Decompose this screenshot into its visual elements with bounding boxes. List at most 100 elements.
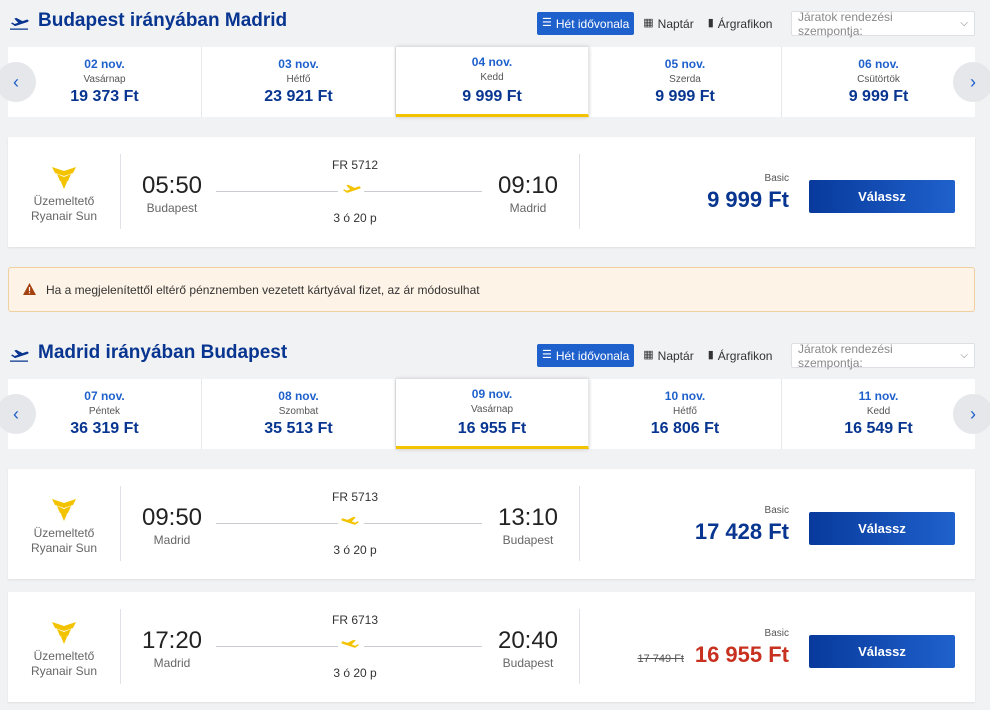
operator-label: Üzemeltető [33, 194, 95, 208]
plane-icon [341, 639, 359, 648]
flight-number: FR 5712 [331, 158, 379, 172]
date-option[interactable]: 05 nov. Szerda 9 999 Ft [589, 47, 782, 117]
route-line [364, 191, 482, 192]
flight-duration: 3 ó 20 p [333, 543, 377, 557]
plane-takeoff-icon [10, 349, 29, 362]
operator-label: Üzemeltető [33, 649, 95, 663]
arrival-time: 13:10 [497, 504, 559, 531]
calendar-button[interactable]: ▦ Naptár [643, 348, 694, 363]
chevron-right-icon: › [970, 71, 976, 92]
ryanair-logo-icon [52, 622, 76, 644]
inbound-header: Madrid irányában Budapest ☰ Hét idővonal… [0, 340, 990, 370]
prev-dates-button[interactable]: ‹ [0, 394, 36, 434]
bar-chart-icon: ▮ [707, 349, 714, 361]
route-line [364, 523, 482, 524]
warning-text: Ha a megjelenítettől eltérő pénznemben v… [46, 283, 480, 297]
price-chart-button[interactable]: ▮ Árgrafikon [707, 348, 773, 363]
departure-city: Budapest [146, 201, 198, 215]
arrival-time: 20:40 [497, 627, 559, 654]
list-icon: ☰ [542, 17, 552, 29]
route-line [364, 646, 482, 647]
operator-name: Ryanair Sun [30, 541, 98, 555]
date-option[interactable]: 02 nov. Vasárnap 19 373 Ft [8, 47, 202, 117]
currency-warning: Ha a megjelenítettől eltérő pénznemben v… [8, 267, 975, 312]
fare-type: Basic [764, 173, 789, 184]
route-line [216, 646, 338, 647]
sort-select[interactable]: Járatok rendezési szempontja: ⌵ [791, 341, 975, 370]
next-dates-button[interactable]: › [953, 62, 990, 102]
arrival-city: Madrid [509, 201, 547, 215]
date-option-selected[interactable]: 09 nov. Vasárnap 16 955 Ft [396, 379, 589, 449]
date-option[interactable]: 03 nov. Hétfő 23 921 Ft [202, 47, 396, 117]
inbound-date-strip: 07 nov. Péntek 36 319 Ft 08 nov. Szombat… [0, 379, 990, 449]
route-line [216, 523, 338, 524]
outbound-date-strip: 02 nov. Vasárnap 19 373 Ft 03 nov. Hétfő… [0, 47, 990, 117]
flight-number: FR 5713 [331, 490, 379, 504]
original-price: 17 749 Ft [637, 653, 684, 665]
chevron-down-icon: ⌵ [960, 350, 968, 361]
divider [579, 154, 580, 229]
sort-placeholder: Járatok rendezési szempontja: [798, 9, 893, 38]
departure-city: Madrid [153, 533, 191, 547]
divider [579, 609, 580, 684]
date-option[interactable]: 06 nov. Csütörtök 9 999 Ft [848, 57, 909, 105]
view-switcher: ☰ Hét idővonala ▦ Naptár ▮ Árgrafikon [537, 344, 777, 367]
flight-duration: 3 ó 20 p [333, 211, 377, 225]
flight-number: FR 6713 [331, 613, 379, 627]
departure-time: 17:20 [141, 627, 203, 654]
view-switcher: ☰ Hét idővonala ▦ Naptár ▮ Árgrafikon [537, 12, 777, 35]
sort-placeholder: Járatok rendezési szempontja: [798, 341, 893, 370]
calendar-button[interactable]: ▦ Naptár [643, 16, 694, 31]
list-icon: ☰ [542, 349, 552, 361]
arrival-city: Budapest [502, 533, 554, 547]
chevron-right-icon: › [970, 403, 976, 424]
divider [120, 609, 121, 684]
fare-type: Basic [764, 505, 789, 516]
date-option[interactable]: 11 nov. Kedd 16 549 Ft [844, 389, 913, 437]
date-option[interactable]: 07 nov. Péntek 36 319 Ft [8, 379, 202, 449]
outbound-title: Budapest irányában Madrid [38, 10, 288, 31]
select-flight-button[interactable]: Válassz [809, 180, 955, 213]
flight-duration: 3 ó 20 p [333, 666, 377, 680]
departure-time: 05:50 [141, 172, 203, 199]
flight-price: 9 999 Ft [707, 187, 789, 212]
inbound-title: Madrid irányában Budapest [38, 342, 288, 363]
ryanair-logo-icon [52, 167, 76, 189]
plane-icon [343, 184, 361, 193]
ryanair-logo-icon [52, 499, 76, 521]
select-flight-button[interactable]: Válassz [809, 635, 955, 668]
plane-icon [341, 516, 359, 525]
date-option[interactable]: 10 nov. Hétfő 16 806 Ft [589, 379, 782, 449]
route-line [216, 191, 338, 192]
plane-takeoff-icon [10, 17, 29, 30]
prev-dates-button[interactable]: ‹ [0, 62, 36, 102]
chevron-left-icon: ‹ [13, 71, 19, 92]
next-dates-button[interactable]: › [953, 394, 990, 434]
flight-card: Üzemeltető Ryanair Sun 05:50 Budapest FR… [8, 137, 975, 247]
select-flight-button[interactable]: Válassz [809, 512, 955, 545]
date-option[interactable]: 08 nov. Szombat 35 513 Ft [202, 379, 396, 449]
chevron-down-icon: ⌵ [960, 18, 968, 29]
chevron-left-icon: ‹ [13, 403, 19, 424]
flight-card: Üzemeltető Ryanair Sun 09:50 Madrid FR 5… [8, 469, 975, 579]
fare-type: Basic [764, 628, 789, 639]
warning-icon [23, 283, 36, 295]
price-chart-button[interactable]: ▮ Árgrafikon [707, 16, 773, 31]
flight-price: 17 428 Ft [694, 519, 789, 544]
departure-time: 09:50 [141, 504, 203, 531]
divider [120, 486, 121, 561]
bar-chart-icon: ▮ [707, 17, 714, 29]
week-timeline-button[interactable]: ☰ Hét idővonala [537, 344, 635, 367]
calendar-icon: ▦ [643, 17, 654, 29]
arrival-city: Budapest [502, 656, 554, 670]
operator-name: Ryanair Sun [30, 664, 98, 678]
calendar-icon: ▦ [643, 349, 654, 361]
sort-select[interactable]: Járatok rendezési szempontja: ⌵ [791, 9, 975, 38]
operator-name: Ryanair Sun [30, 209, 98, 223]
discounted-price: 16 955 Ft [694, 642, 789, 667]
week-timeline-button[interactable]: ☰ Hét idővonala [537, 12, 635, 35]
flight-card: Üzemeltető Ryanair Sun 17:20 Madrid FR 6… [8, 592, 975, 702]
date-option-selected[interactable]: 04 nov. Kedd 9 999 Ft [396, 47, 589, 117]
arrival-time: 09:10 [497, 172, 559, 199]
departure-city: Madrid [153, 656, 191, 670]
